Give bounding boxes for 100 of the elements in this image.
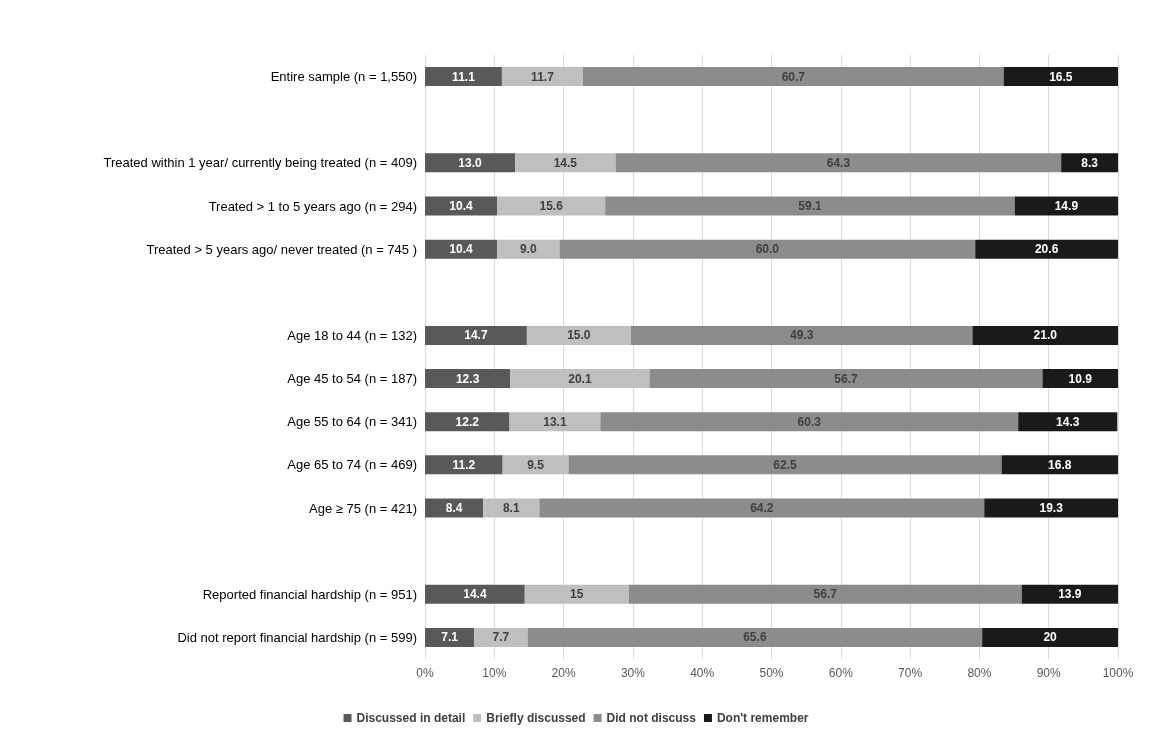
bar [425,196,498,216]
bar [1061,153,1118,173]
x-tick-label: 70% [898,666,923,680]
data-label: 11.7 [531,69,555,84]
bar [524,584,629,604]
bar [1018,412,1118,432]
data-label: 13.0 [458,155,483,170]
y-tick-label: Age 18 to 44 (n = 132) [287,327,417,343]
bar [615,153,1062,173]
bar [605,196,1015,216]
x-tick-label: 100% [1102,666,1134,680]
data-label: 13.1 [543,414,567,429]
bar [425,67,502,87]
y-tick-label: Treated > 1 to 5 years ago (n = 294) [208,198,417,214]
data-label: 59.1 [798,199,822,213]
legend-label: Don't remember [716,711,809,725]
bar [568,455,1002,475]
x-tick-label: 10% [482,666,507,680]
bar [649,369,1043,389]
y-tick-label: Age 55 to 64 (n = 341) [287,414,417,430]
data-label: 20 [1043,630,1058,645]
bar [527,627,983,647]
y-tick-label: Entire sample (n = 1,550) [270,69,417,85]
bar [975,239,1118,259]
data-label: 12.2 [455,414,480,429]
x-tick-label: 40% [690,666,715,680]
bar [583,67,1004,87]
data-label: 10.4 [449,199,474,213]
bar [497,239,560,259]
data-label: 21.0 [1033,328,1058,343]
data-label: 20.1 [568,371,592,386]
data-label: 7.1 [441,630,459,645]
bar [425,627,475,647]
data-label: 49.3 [789,328,814,343]
x-tick-label: 50% [759,666,784,680]
bar [474,627,528,647]
data-label: 16.5 [1049,69,1073,84]
bar [425,325,527,345]
data-label: 8.4 [445,501,463,515]
bar [600,412,1019,432]
data-label: 8.3 [1081,155,1099,170]
data-label: 11.2 [452,457,476,472]
y-tick-label: Treated > 5 years ago/ never treated (n = 745 ) [146,241,417,257]
y-tick-label: Did not report financial hardship (n = 599) [177,629,417,645]
data-label: 20.6 [1034,242,1059,257]
bar [1001,455,1118,475]
data-label: 60.7 [781,69,806,84]
data-label: 15.6 [539,199,564,213]
data-label: 14.3 [1056,414,1080,429]
data-label: 56.7 [834,371,858,386]
data-label: 64.2 [750,501,774,515]
bar [501,67,583,87]
x-tick-label: 20% [551,666,576,680]
data-label: 10.9 [1068,371,1093,386]
data-label: 7.7 [492,630,510,645]
bar [483,498,540,518]
bar [502,455,569,475]
bar [1021,584,1118,604]
bar [539,498,985,518]
data-label: 65.6 [743,630,767,645]
y-tick-label: Age 45 to 54 (n = 187) [287,371,417,387]
data-label: 16.8 [1048,457,1072,472]
bar [1042,369,1118,389]
bar [1003,67,1118,87]
data-label: 10.4 [449,242,474,257]
bar [425,153,516,173]
legend-label: Did not discuss [606,711,697,725]
data-label: 14.9 [1054,199,1079,213]
data-label: 8.1 [502,501,520,515]
data-label: 15 [570,587,584,602]
y-tick-label: Age ≥ 75 (n = 421) [309,500,417,516]
data-label: 19.3 [1039,501,1064,515]
bar [509,412,601,432]
x-tick-label: 80% [967,666,992,680]
y-tick-label: Reported financial hardship (n = 951) [202,586,417,602]
x-tick-label: 90% [1036,666,1062,680]
data-label: 13.9 [1058,587,1082,602]
bar [425,369,511,389]
bar [425,455,503,475]
data-label: 11.1 [452,69,476,84]
data-label: 60.0 [755,242,780,257]
bar [628,584,1022,604]
bar [515,153,616,173]
data-label: 62.5 [773,457,798,472]
bar [425,412,510,432]
bar [559,239,976,259]
y-tick-label: Treated within 1 year/ currently being treated (n = 409) [103,155,417,171]
bar [984,498,1118,518]
x-tick-label: 0% [416,666,434,680]
y-tick-label: Age 65 to 74 (n = 469) [287,457,417,473]
bar [425,239,498,259]
data-label: 12.3 [455,371,480,386]
bar [630,325,973,345]
data-label: 9.5 [527,457,545,472]
data-label: 64.3 [826,155,851,170]
bar [510,369,650,389]
data-label: 14.7 [464,328,488,343]
bar [1014,196,1118,216]
x-tick-label: 30% [620,666,646,680]
legend-label: Briefly discussed [486,711,586,725]
